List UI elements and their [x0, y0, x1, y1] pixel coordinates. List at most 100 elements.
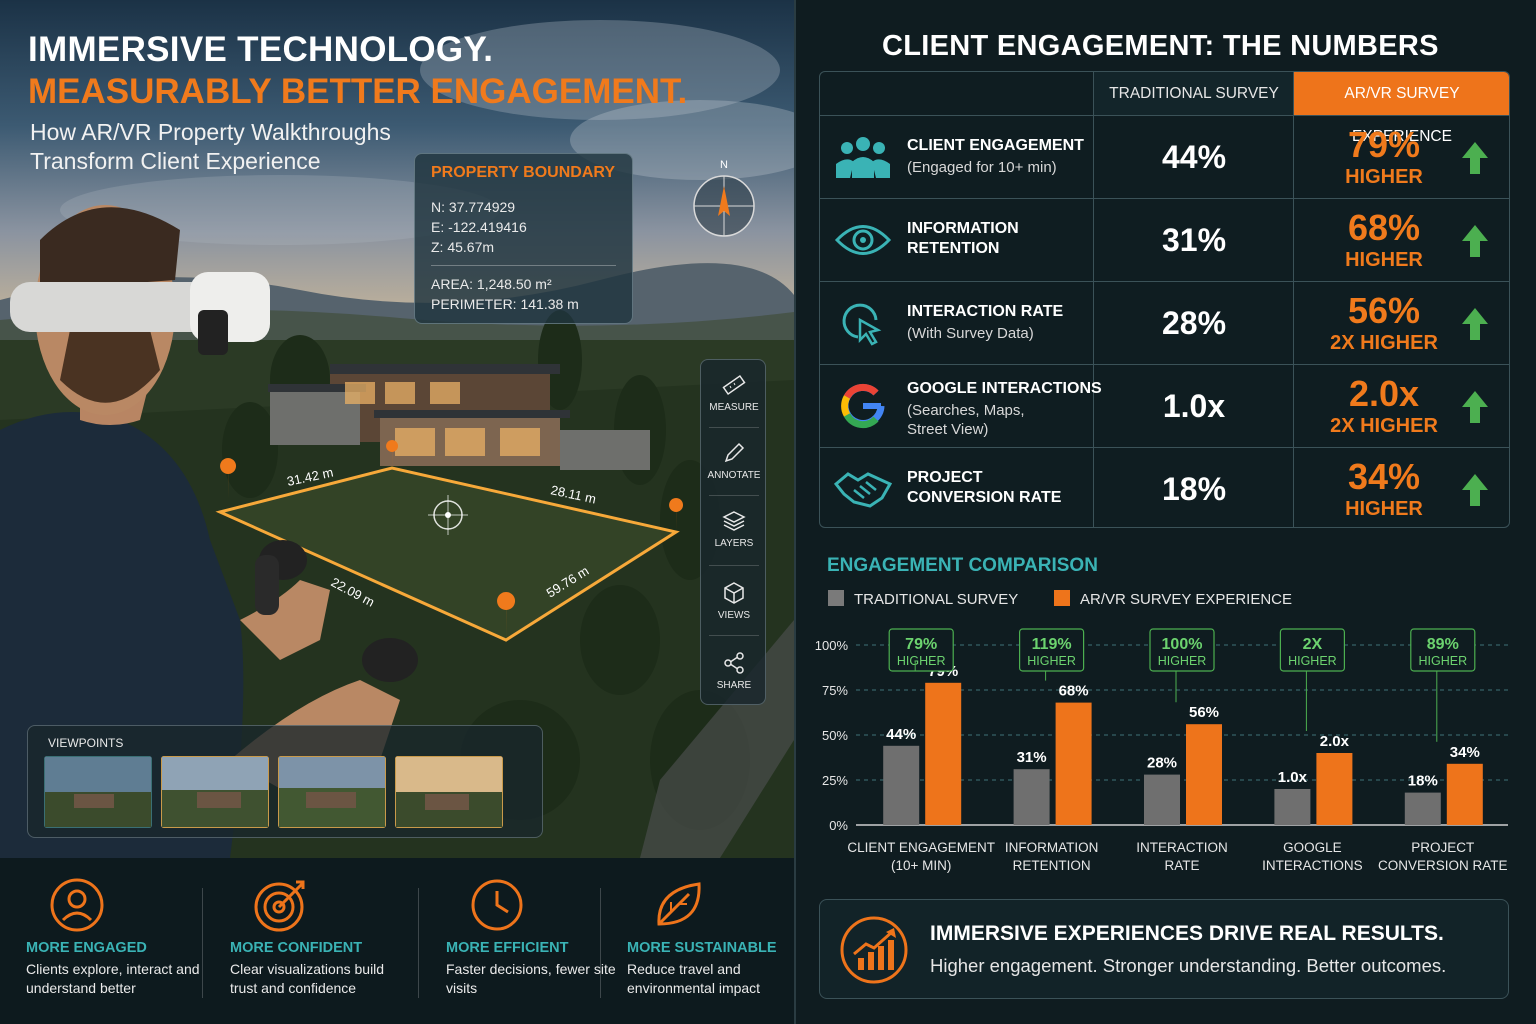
tool-annotate[interactable]: ANNOTATE — [701, 440, 767, 481]
viewpoint-thumbnail[interactable] — [161, 756, 269, 828]
data-label: 44% — [886, 726, 916, 743]
metric-name: CLIENT ENGAGEMENT — [907, 137, 1084, 154]
legend-label: TRADITIONAL SURVEY — [854, 591, 1019, 608]
metric-arvr: 56% — [1347, 290, 1421, 331]
table-row: INTERACTION RATE (With Survey Data) 28% … — [820, 281, 1509, 364]
benefit-desc: Clear visualizations build trust and con… — [230, 961, 385, 996]
people-icon — [836, 137, 890, 178]
bar — [1404, 792, 1441, 825]
callout-value: 2X — [1303, 636, 1323, 653]
tool-layers-label: LAYERS — [714, 538, 754, 549]
metric-name: INFORMATION RETENTION — [907, 220, 1019, 257]
bar — [883, 745, 920, 825]
benefit-desc: Faster decisions, fewer site visits — [446, 961, 616, 996]
user-icon — [50, 878, 104, 932]
results-banner: IMMERSIVE EXPERIENCES DRIVE REAL RESULTS… — [819, 899, 1509, 999]
vr-scene: 31.42 m 28.11 m 22.09 m 59.76 m — [0, 0, 794, 858]
metric-traditional: 31% — [1161, 222, 1227, 258]
metric-name: INTERACTION RATE — [907, 303, 1064, 320]
x-tick-label: RETENTION — [1013, 858, 1091, 873]
col-header-arvr: AR/VR SURVEY EXPERIENCE — [1294, 72, 1509, 145]
viewpoint-thumbnail[interactable] — [395, 756, 503, 828]
x-tick-label: CLIENT ENGAGEMENT — [847, 840, 995, 855]
metric-arvr: 68% — [1347, 207, 1421, 248]
divider — [709, 635, 759, 636]
viewpoints-panel: VIEWPOINTS — [27, 725, 543, 838]
arrow-up-icon — [1462, 308, 1488, 340]
data-label: 68% — [1059, 683, 1089, 700]
metric-traditional: 28% — [1161, 305, 1227, 341]
metric-subtitle: (Searches, Maps, Street View) — [907, 402, 1025, 438]
x-tick-label: (10+ MIN) — [891, 858, 951, 873]
benefit-title: MORE ENGAGED — [26, 940, 147, 956]
divider — [709, 495, 759, 496]
legend-item-traditional: TRADITIONAL SURVEY — [828, 590, 1018, 609]
viewpoint-thumbnail[interactable] — [44, 756, 152, 828]
y-tick-label: 50% — [822, 728, 848, 743]
callout-text: HIGHER — [1158, 654, 1207, 668]
callout-text: HIGHER — [1027, 654, 1076, 668]
benefit-desc: Reduce travel and environmental impact — [627, 961, 761, 996]
legend-label: AR/VR SURVEY EXPERIENCE — [1080, 591, 1293, 608]
y-tick-label: 25% — [822, 773, 848, 788]
x-tick-label: INTERACTION — [1136, 840, 1228, 855]
tool-measure-label: MEASURE — [709, 402, 759, 413]
tool-annotate-label: ANNOTATE — [707, 470, 761, 481]
benefit-title: MORE SUSTAINABLE — [627, 940, 777, 956]
y-tick-label: 100% — [815, 638, 849, 653]
cube-icon — [724, 582, 744, 604]
arrow-up-icon — [1462, 391, 1488, 423]
table-row: GOOGLE INTERACTIONS (Searches, Maps, Str… — [820, 364, 1509, 447]
metric-delta: 2X HIGHER — [1330, 332, 1438, 354]
metric-subtitle: (With Survey Data) — [907, 325, 1034, 342]
benefit-title: MORE CONFIDENT — [230, 940, 363, 956]
data-label: 2.0x — [1320, 733, 1350, 750]
divider — [431, 265, 616, 266]
divider — [600, 888, 601, 998]
benefit-sustainable: MORE SUSTAINABLE Reduce travel and envir… — [627, 858, 792, 1024]
layers-icon — [722, 511, 746, 531]
bar — [1013, 769, 1050, 825]
x-tick-label: RATE — [1164, 858, 1199, 873]
numbers-title: CLIENT ENGAGEMENT: THE NUMBERS — [882, 30, 1439, 62]
divider — [202, 888, 203, 998]
viewpoint-thumbnail[interactable] — [278, 756, 386, 828]
leaf-icon — [657, 882, 701, 926]
benefit-title: MORE EFFICIENT — [446, 940, 569, 956]
coord-z: Z: 45.67m — [431, 239, 495, 255]
bar — [1274, 789, 1311, 825]
compass-icon[interactable]: N — [682, 156, 766, 240]
tool-measure[interactable]: MEASURE — [701, 372, 767, 413]
x-tick-label: CONVERSION RATE — [1378, 858, 1508, 873]
clock-icon — [471, 879, 523, 931]
hero-subtitle: How AR/VR Property Walkthroughs Transfor… — [30, 119, 391, 174]
property-boundary-title: PROPERTY BOUNDARY — [431, 164, 616, 181]
tool-share-label: SHARE — [716, 680, 752, 691]
property-boundary-panel: PROPERTY BOUNDARY N: 37.774929 E: -122.4… — [414, 153, 633, 324]
tool-layers[interactable]: LAYERS — [701, 508, 767, 549]
hero-panel: 31.42 m 28.11 m 22.09 m 59.76 m — [0, 0, 794, 1024]
perimeter-readout: PERIMETER: 141.38 m — [431, 296, 579, 312]
tool-views[interactable]: VIEWS — [701, 580, 767, 621]
divider — [1093, 72, 1094, 527]
callout-box — [1279, 628, 1345, 672]
cursor-click-icon — [842, 303, 882, 346]
bar — [1446, 763, 1483, 825]
tool-palette: MEASURE ANNOTATE LAYERS VIEWS — [700, 359, 766, 705]
metric-name: PROJECT CONVERSION RATE — [907, 469, 1062, 506]
callout-value: 100% — [1162, 636, 1203, 653]
benefit-desc: Clients explore, interact and understand… — [26, 961, 200, 996]
share-icon — [724, 652, 744, 674]
arrow-up-icon — [1462, 225, 1488, 257]
callout-box — [1019, 628, 1085, 672]
tool-share[interactable]: SHARE — [701, 650, 767, 691]
arrow-up-icon — [1462, 474, 1488, 506]
eye-icon — [834, 225, 892, 255]
data-label: 56% — [1189, 704, 1219, 721]
data-label: 31% — [1017, 749, 1047, 766]
data-label: 34% — [1450, 744, 1480, 761]
callout-text: HIGHER — [897, 654, 946, 668]
benefit-confident: MORE CONFIDENT Clear visualizations buil… — [230, 858, 410, 1024]
legend-item-arvr: AR/VR SURVEY EXPERIENCE — [1054, 590, 1292, 609]
